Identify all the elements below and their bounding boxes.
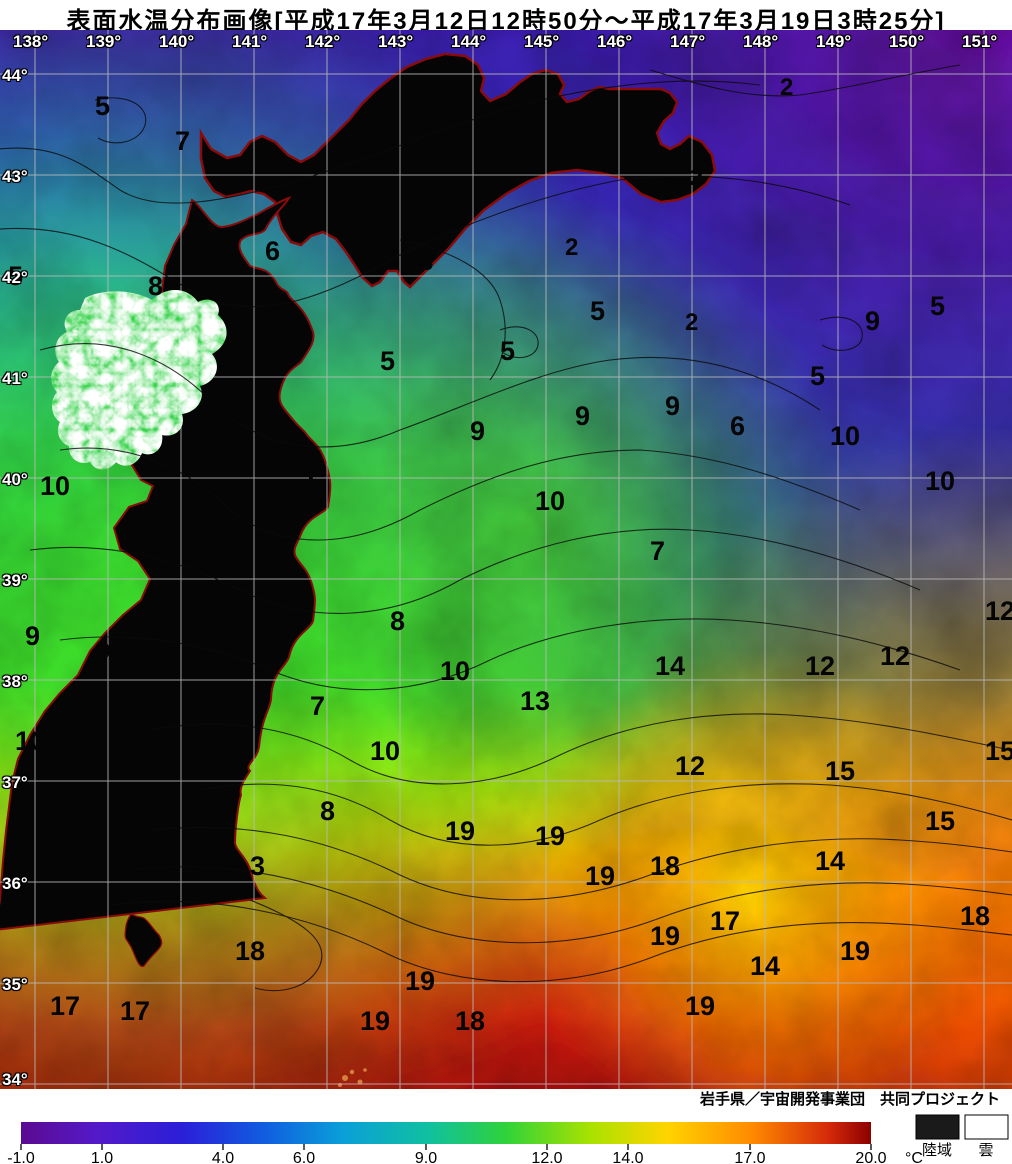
svg-text:17.0: 17.0	[734, 1150, 765, 1164]
svg-text:12.0: 12.0	[531, 1150, 562, 1164]
svg-text:雲: 雲	[978, 1142, 993, 1159]
svg-text:1.0: 1.0	[91, 1150, 113, 1164]
svg-text:6.0: 6.0	[293, 1150, 315, 1164]
svg-text:14.0: 14.0	[612, 1150, 643, 1164]
svg-text:20.0: 20.0	[855, 1150, 886, 1164]
svg-text:9.0: 9.0	[415, 1150, 437, 1164]
svg-text:°C: °C	[905, 1150, 923, 1164]
svg-text:陸域: 陸域	[922, 1142, 952, 1159]
svg-text:4.0: 4.0	[212, 1150, 234, 1164]
svg-text:-1.0: -1.0	[7, 1150, 35, 1164]
